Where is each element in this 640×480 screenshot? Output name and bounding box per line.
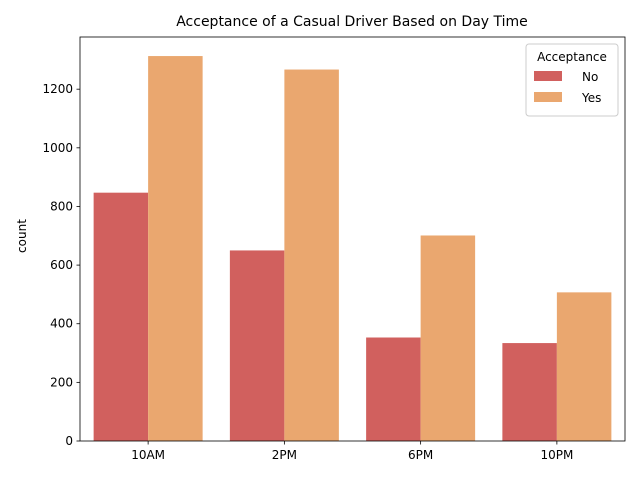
bar-10pm-yes	[556, 292, 612, 441]
legend-label-yes: Yes	[581, 91, 601, 105]
bar-6pm-yes	[420, 235, 476, 441]
y-tick-label: 400	[50, 317, 73, 331]
x-tick-label: 6PM	[408, 448, 433, 462]
x-tick-label: 2PM	[272, 448, 297, 462]
legend-swatch-yes	[534, 92, 562, 102]
y-tick-label: 1000	[42, 141, 73, 155]
x-tick-label: 10PM	[540, 448, 573, 462]
bar-10pm-no	[502, 343, 557, 441]
bar-2pm-no	[229, 250, 285, 441]
y-axis-label: count	[15, 219, 29, 253]
y-tick-label: 0	[65, 434, 73, 448]
bars-group	[93, 56, 612, 441]
bar-10am-no	[93, 192, 149, 441]
x-axis: 10AM 2PM 6PM 10PM	[131, 441, 573, 462]
legend-label-no: No	[582, 70, 598, 84]
legend-swatch-no	[534, 71, 562, 81]
y-tick-label: 600	[50, 258, 73, 272]
x-tick-label: 10AM	[131, 448, 165, 462]
y-tick-label: 200	[50, 375, 73, 389]
chart-title: Acceptance of a Casual Driver Based on D…	[176, 14, 528, 30]
bar-6pm-no	[366, 337, 421, 441]
plot-frame	[79, 36, 626, 442]
legend: Acceptance No Yes	[525, 43, 619, 117]
legend-title: Acceptance	[537, 50, 607, 64]
bar-10am-yes	[148, 56, 203, 441]
y-axis: 0 200 400 600 800 1000 1200	[42, 82, 80, 448]
y-tick-label: 800	[50, 199, 73, 213]
y-tick-label: 1200	[42, 82, 73, 96]
bar-2pm-yes	[284, 69, 339, 441]
